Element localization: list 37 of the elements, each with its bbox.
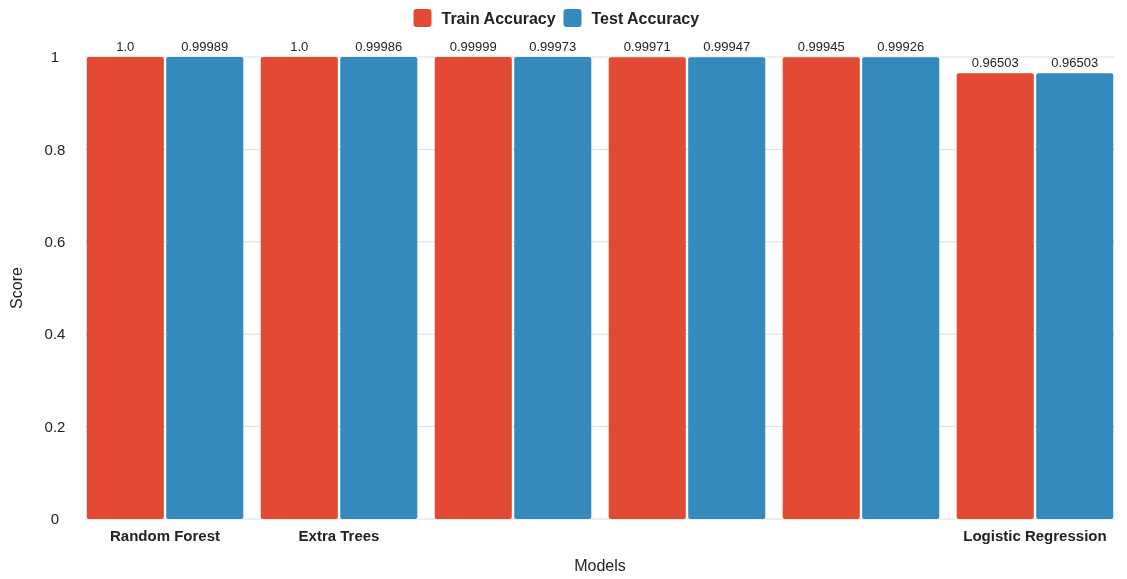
bar [340, 57, 418, 519]
bar [1036, 73, 1114, 519]
x-tick-label: Random Forest [110, 527, 221, 544]
data-label: 0.99989 [181, 39, 229, 55]
data-label: 0.99945 [797, 39, 845, 55]
data-label: 0.99999 [449, 39, 497, 54]
x-axis-title: Models [574, 557, 626, 574]
bar [956, 73, 1034, 519]
y-tick-label: 0.6 [44, 233, 66, 251]
y-tick-label: 0.4 [44, 325, 66, 343]
data-label: 0.99973 [529, 39, 577, 55]
data-label: 0.96503 [1051, 55, 1099, 71]
y-axis-title: Score [8, 267, 25, 309]
y-tick-label: 1 [50, 48, 60, 66]
data-label: 0.99971 [623, 39, 671, 55]
legend-label: Test Accuracy [591, 9, 700, 27]
bar [782, 57, 860, 519]
y-tick-label: 0.2 [44, 417, 66, 435]
bar [166, 57, 244, 519]
bar [688, 57, 766, 519]
y-tick-label: 0.8 [44, 140, 66, 158]
data-label: 1.0 [116, 39, 135, 54]
bar [608, 57, 686, 519]
bar [862, 57, 940, 519]
bar [260, 57, 338, 519]
data-label: 0.96503 [971, 55, 1019, 71]
bar [514, 57, 592, 519]
y-tick-label: 0 [50, 510, 60, 528]
data-label: 0.99947 [703, 39, 751, 55]
data-label: 0.99926 [877, 39, 925, 55]
data-label: 1.0 [290, 39, 309, 54]
x-tick-label: Logistic Regression [963, 527, 1107, 544]
bar [86, 57, 164, 519]
legend-label: Train Accuracy [441, 9, 556, 27]
bar [434, 57, 512, 519]
data-label: 0.99986 [355, 39, 403, 55]
x-tick-label: Extra Trees [298, 527, 380, 544]
